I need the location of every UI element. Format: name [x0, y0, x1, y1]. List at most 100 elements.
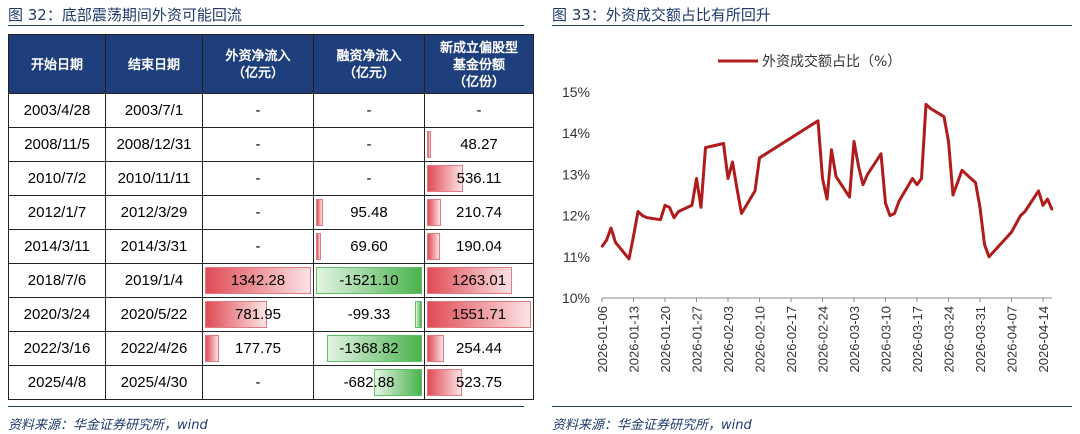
- cell-foreign: -: [202, 127, 314, 162]
- table-row: 2010/7/2 2010/11/11 - - 536.11: [8, 161, 534, 196]
- table-row: 2020/3/24 2020/5/22 781.95 -99.33 1551.71: [8, 297, 534, 332]
- left-source-note: 资料来源：华金证券研究所，wind: [8, 418, 208, 433]
- data-point: [974, 181, 977, 184]
- cell-margin: -1521.10: [313, 263, 425, 298]
- data-point: [987, 255, 991, 258]
- table-row: 2018/7/6 2019/1/4 1342.28 -1521.10 1263.01: [8, 263, 534, 298]
- y-tick-label: 12%: [562, 208, 590, 224]
- data-point: [929, 107, 932, 110]
- foreign-capital-table: 开始日期 结束日期 外资净流入 （亿元） 融资净流入 （亿元） 新成立偏股型 基金份额 （亿份）…: [8, 34, 534, 400]
- cell-foreign: -: [202, 365, 314, 400]
- cell-end: 2019/1/4: [105, 263, 203, 298]
- cell-margin: -: [313, 127, 425, 162]
- data-point: [956, 181, 959, 184]
- cell-start: 2018/7/6: [8, 263, 106, 298]
- data-point: [1046, 197, 1049, 201]
- legend-label: 外资成交额占比（%）: [762, 53, 901, 70]
- y-tick-label: 11%: [563, 249, 590, 265]
- cell-value: 1342.28: [230, 272, 286, 289]
- cell-foreign: -: [202, 195, 314, 230]
- cell-value: 2020/5/22: [120, 306, 188, 323]
- data-point: [726, 177, 730, 180]
- negative-data-bar: [316, 267, 422, 294]
- x-tick-label: 2026-02-03: [721, 306, 736, 373]
- cell-start: 2012/1/7: [8, 195, 106, 230]
- cell-end: 2014/3/31: [105, 229, 203, 264]
- table-row: 2022/3/16 2022/4/26 177.75 -1368.82 254.44: [8, 331, 534, 366]
- data-point: [861, 183, 865, 186]
- cell-foreign: 177.75: [202, 331, 314, 366]
- cell-fund: 210.74: [424, 195, 534, 230]
- cell-margin: -: [313, 161, 425, 196]
- cell-value: 190.04: [456, 238, 502, 255]
- cell-value: 2022/3/16: [23, 340, 91, 357]
- cell-end: 2008/12/31: [105, 127, 203, 162]
- cell-value: 2012/1/7: [27, 204, 87, 221]
- cell-start: 2020/3/24: [8, 297, 106, 332]
- cell-end: 2022/4/26: [105, 331, 203, 366]
- cell-fund: 536.11: [424, 161, 534, 196]
- right-source-rule: [552, 406, 1072, 407]
- positive-data-bar: [427, 335, 445, 362]
- data-point: [641, 214, 644, 217]
- left-source-rule: [8, 406, 524, 407]
- cell-fund: 1263.01: [424, 263, 534, 298]
- x-tick-label: 2026-02-10: [753, 306, 768, 373]
- data-point: [1050, 208, 1054, 211]
- cell-foreign: -: [202, 161, 314, 196]
- x-tick-label: 2026-02-17: [784, 306, 799, 373]
- y-tick-label: 14%: [562, 125, 590, 141]
- x-tick-label: 2026-04-07: [1005, 306, 1020, 373]
- cell-end: 2025/4/30: [105, 365, 203, 400]
- column-header-2: 外资净流入 （亿元）: [202, 34, 314, 94]
- x-tick-label: 2026-03-17: [910, 306, 925, 373]
- table-row: 2025/4/8 2025/4/30 - -682.88 523.75: [8, 365, 534, 400]
- left-figure-title: 图 32：底部震荡期间外资可能回流: [8, 6, 242, 24]
- column-header-0: 开始日期: [8, 34, 106, 94]
- positive-data-bar: [427, 131, 431, 158]
- positive-data-bar: [427, 199, 442, 226]
- cell-value: 1263.01: [451, 272, 507, 289]
- cell-value: 2022/4/26: [120, 340, 188, 357]
- data-point: [740, 212, 743, 215]
- series-line-foreign-share: [600, 102, 1054, 261]
- data-point: [830, 148, 833, 151]
- data-point: [677, 210, 680, 213]
- y-tick-label: 15%: [562, 84, 590, 100]
- data-point: [857, 164, 860, 168]
- cell-value: 2025/4/30: [120, 374, 188, 391]
- x-tick-label: 2026-01-06: [595, 306, 610, 373]
- cell-value: 2008/12/31: [116, 136, 192, 153]
- cell-value: 2014/3/31: [120, 238, 188, 255]
- data-point: [879, 152, 883, 155]
- cell-fund: 523.75: [424, 365, 534, 400]
- data-point: [866, 173, 869, 176]
- data-point: [983, 243, 986, 246]
- data-point: [852, 140, 856, 143]
- data-point: [690, 204, 694, 207]
- data-point: [816, 119, 820, 123]
- cell-value: -1368.82: [339, 340, 399, 357]
- positive-data-bar: [427, 233, 440, 260]
- cell-value: -: [255, 204, 261, 221]
- cell-value: 523.75: [456, 374, 502, 391]
- x-tick-label: 2026-04-14: [1036, 306, 1051, 373]
- data-point: [753, 189, 757, 193]
- positive-data-bar: [316, 199, 323, 226]
- data-point: [614, 241, 617, 244]
- cell-fund: 190.04: [424, 229, 534, 264]
- data-point: [1041, 204, 1045, 207]
- x-tick-label: 2026-03-10: [879, 306, 894, 373]
- cell-foreign: 1342.28: [202, 263, 314, 298]
- data-point: [663, 204, 667, 207]
- cell-value: 69.60: [350, 238, 388, 255]
- table-row: 2014/3/11 2014/3/31 - 69.60 190.04: [8, 229, 534, 264]
- cell-margin: -99.33: [313, 297, 425, 332]
- cell-value: -: [366, 102, 372, 119]
- cell-end: 2010/11/11: [105, 161, 203, 196]
- positive-data-bar: [316, 233, 321, 260]
- cell-start: 2010/7/2: [8, 161, 106, 196]
- cell-value: 254.44: [456, 340, 502, 357]
- cell-margin: -: [313, 93, 425, 128]
- data-point: [731, 160, 734, 164]
